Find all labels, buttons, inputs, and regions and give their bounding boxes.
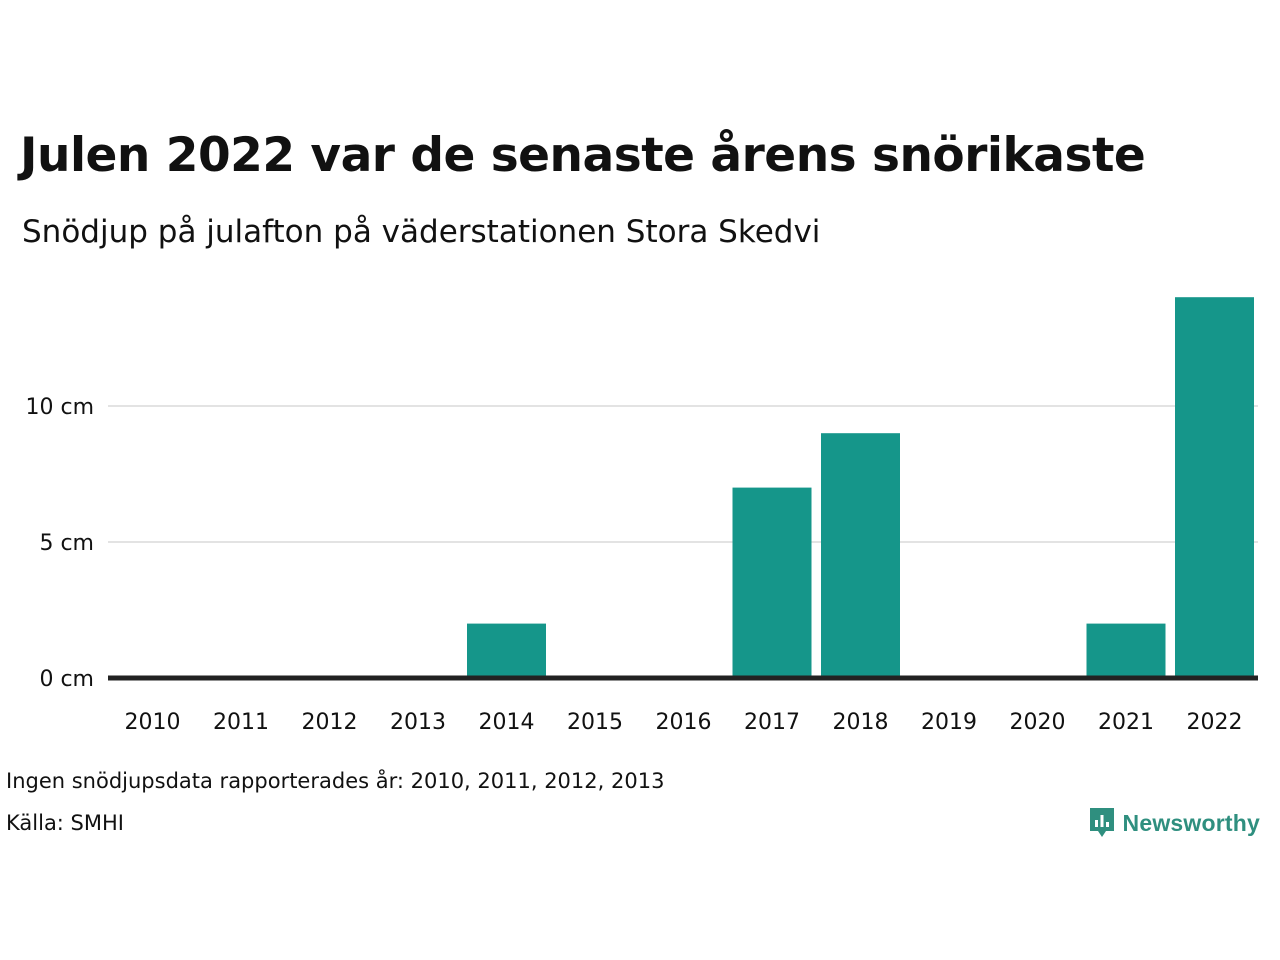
bar-2014 bbox=[467, 623, 546, 678]
x-tick-label: 2010 bbox=[125, 710, 181, 735]
bar-chart: 0 cm 5 cm 10 cm 2010 2011 2012 2013 2014 2015 201… bbox=[25, 297, 1258, 735]
bar-2017 bbox=[732, 487, 812, 678]
chart-title: Julen 2022 var de senaste årens snörikas… bbox=[20, 128, 1146, 183]
source-credit: Källa: SMHI bbox=[6, 811, 124, 835]
x-tick-label: 2022 bbox=[1187, 710, 1243, 735]
brand-logo[interactable]: Newsworthy bbox=[1088, 806, 1260, 840]
x-tick-label: 2019 bbox=[921, 710, 977, 735]
y-tick-label: 0 cm bbox=[39, 667, 94, 692]
x-tick-label: 2016 bbox=[656, 710, 712, 735]
x-tick-label: 2013 bbox=[390, 710, 446, 735]
brand-name: Newsworthy bbox=[1122, 809, 1260, 836]
x-tick-label: 2021 bbox=[1098, 710, 1154, 735]
footnote: Ingen snödjupsdata rapporterades år: 201… bbox=[6, 769, 665, 793]
x-tick-label: 2011 bbox=[213, 710, 269, 735]
chart-subtitle: Snödjup på julafton på väderstationen St… bbox=[22, 214, 821, 250]
y-tick-label: 10 cm bbox=[25, 395, 94, 420]
bar-2022 bbox=[1175, 297, 1254, 678]
bars bbox=[467, 297, 1254, 678]
bar-2021 bbox=[1086, 623, 1166, 678]
x-tick-label: 2018 bbox=[833, 710, 889, 735]
axes: 0 cm 5 cm 10 cm 2010 2011 2012 2013 2014 2015 201… bbox=[25, 395, 1258, 735]
y-tick-label: 5 cm bbox=[39, 531, 94, 556]
x-tick-label: 2020 bbox=[1010, 710, 1066, 735]
x-tick-label: 2014 bbox=[479, 710, 535, 735]
newsworthy-logo-icon bbox=[1089, 808, 1114, 837]
grid-lines bbox=[108, 405, 1258, 543]
x-tick-label: 2017 bbox=[744, 710, 800, 735]
x-tick-label: 2015 bbox=[567, 710, 623, 735]
bar-2018 bbox=[821, 433, 900, 678]
x-tick-label: 2012 bbox=[302, 710, 358, 735]
